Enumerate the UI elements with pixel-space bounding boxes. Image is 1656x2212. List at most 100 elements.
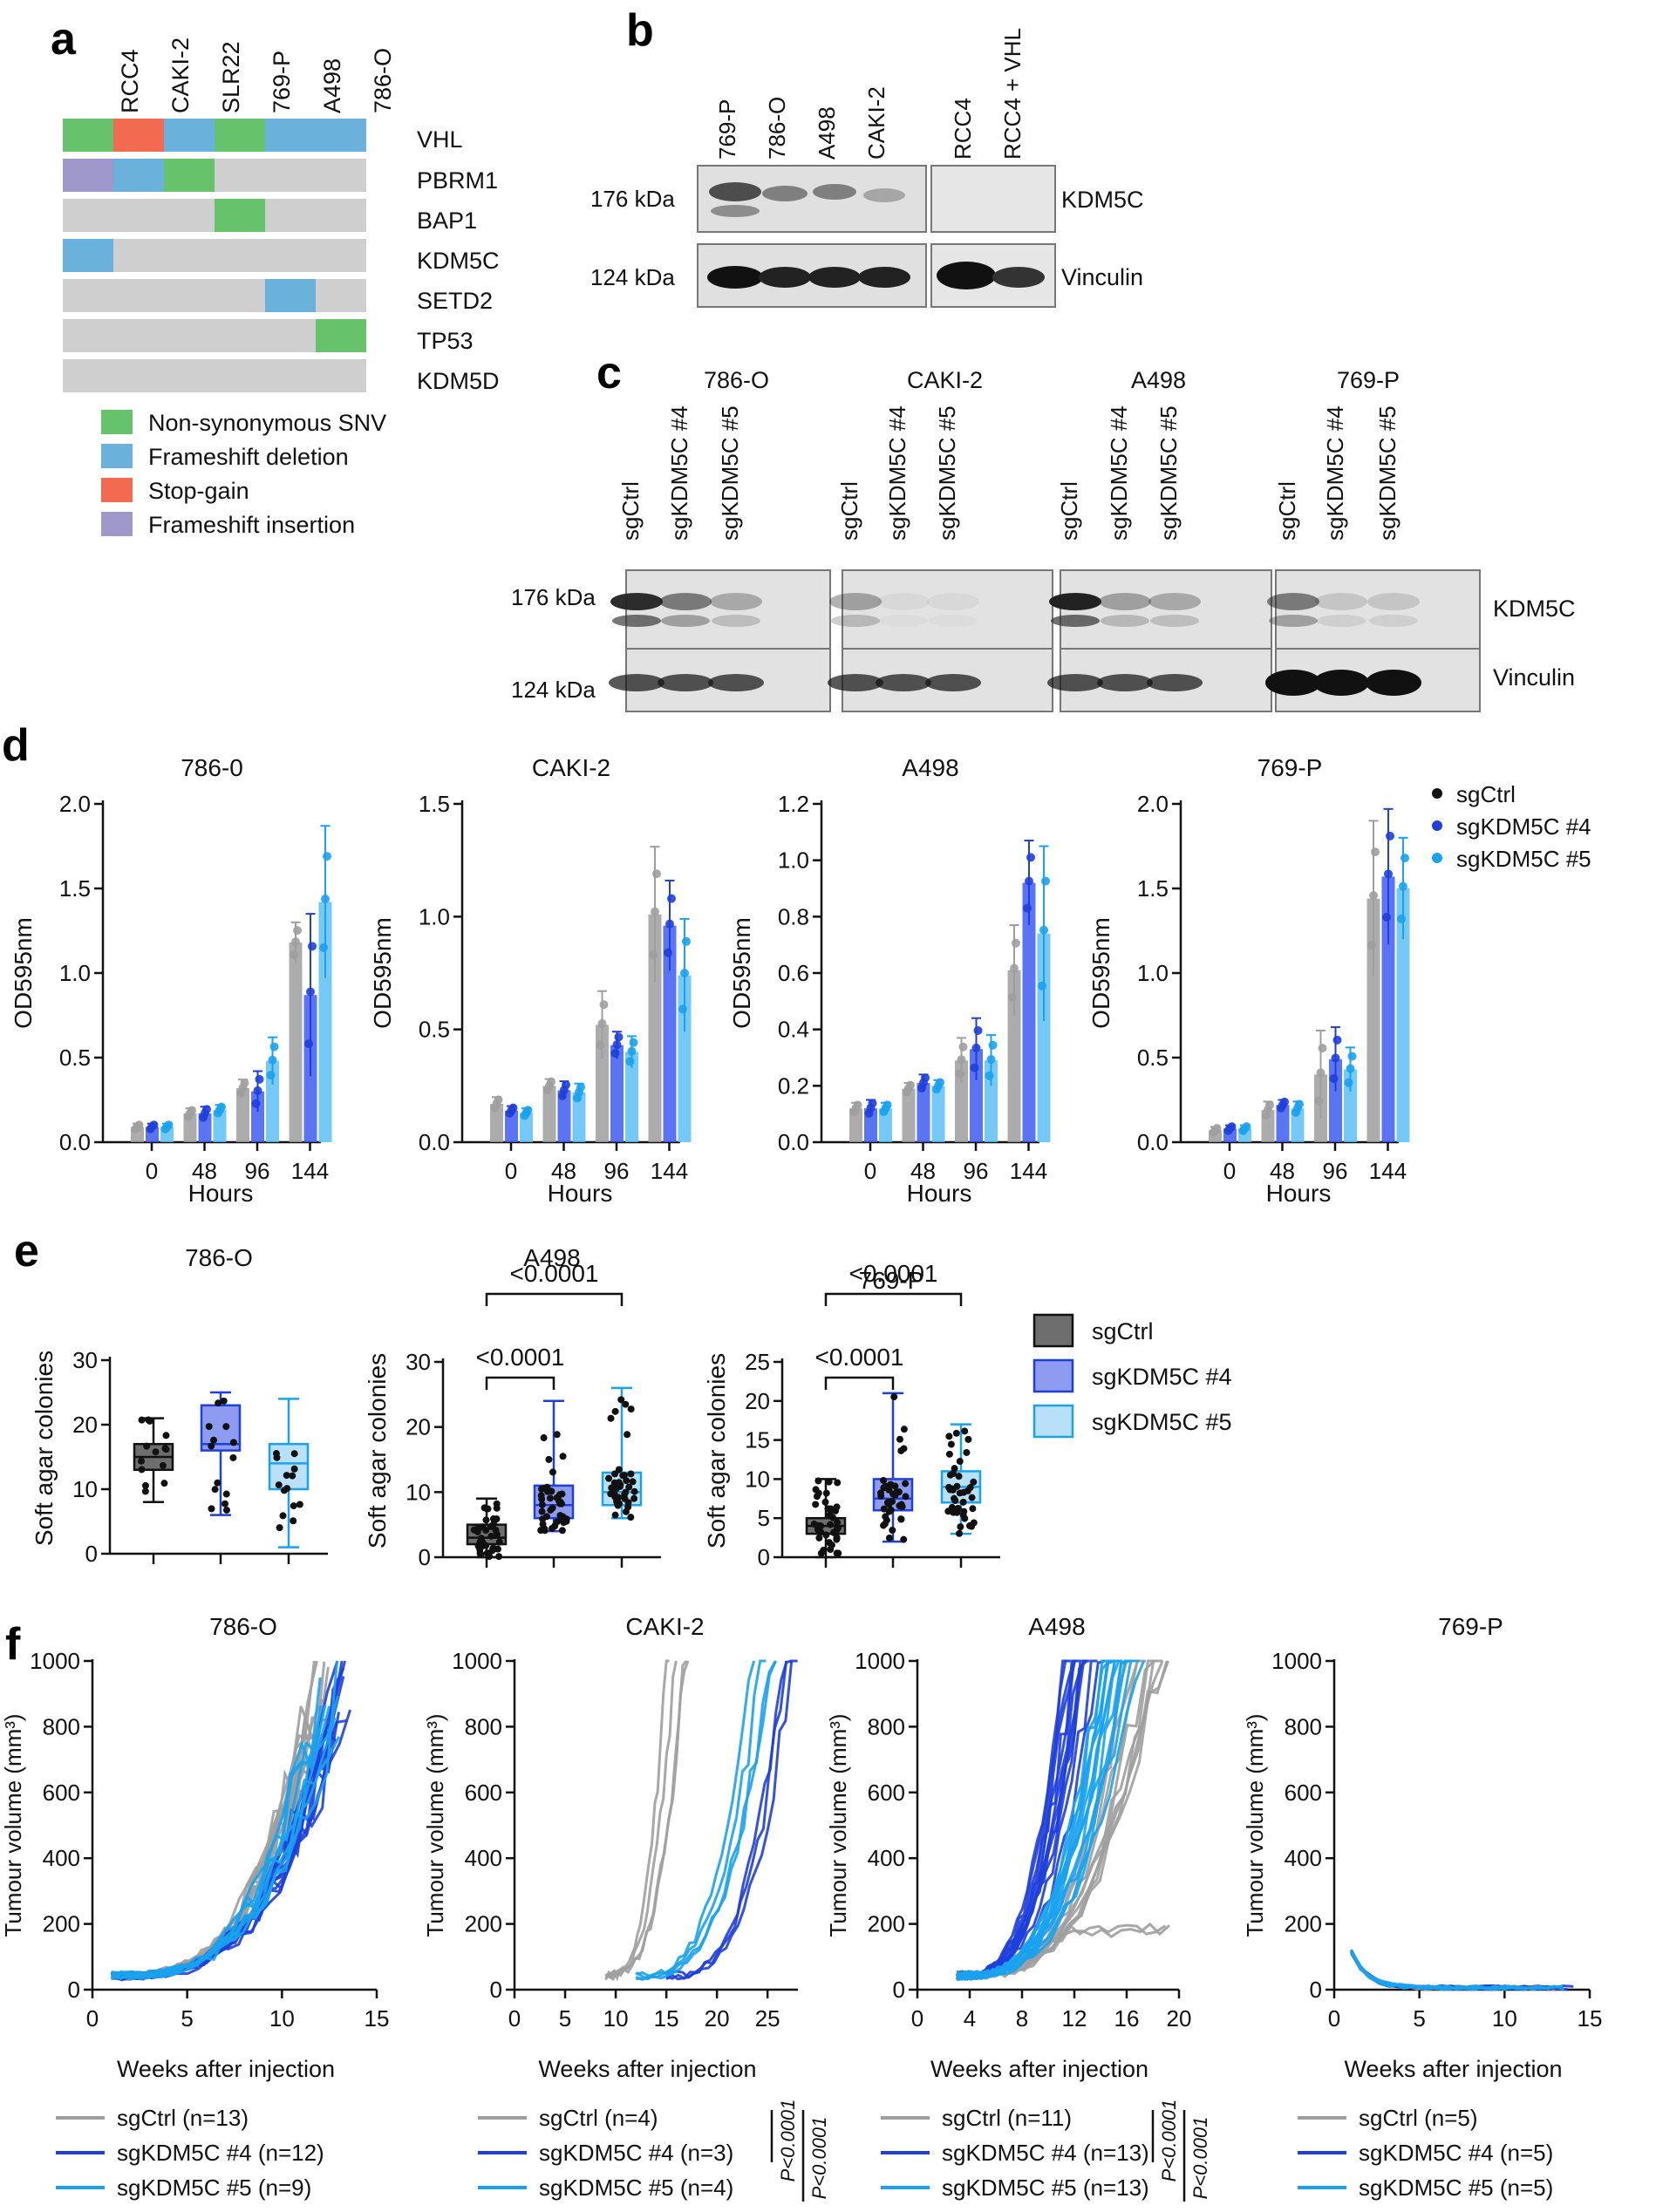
oncoprint-cell bbox=[316, 319, 366, 352]
y-axis-label: Soft agar colonies bbox=[703, 1353, 730, 1548]
data-point bbox=[323, 852, 331, 861]
x-tick-label: 0 bbox=[1223, 1158, 1236, 1184]
x-tick-label: 48 bbox=[1270, 1158, 1295, 1184]
data-point bbox=[1012, 938, 1020, 948]
x-tick-label: 15 bbox=[654, 2005, 679, 2032]
legend-swatch-nonsyn bbox=[101, 410, 133, 434]
oncoprint-cell bbox=[63, 279, 113, 312]
data-point bbox=[969, 1505, 977, 1513]
data-point bbox=[255, 1074, 264, 1084]
data-point bbox=[827, 1545, 835, 1553]
data-point bbox=[222, 1423, 230, 1431]
band bbox=[929, 615, 978, 627]
y-tick-label: 10 bbox=[72, 1476, 98, 1502]
band bbox=[808, 267, 861, 288]
data-point bbox=[833, 1534, 841, 1542]
data-point bbox=[853, 1100, 862, 1110]
legend-label: sgCtrl (n=13) bbox=[117, 2105, 249, 2131]
data-point bbox=[824, 1505, 832, 1513]
x-tick-label: 48 bbox=[192, 1158, 217, 1184]
oncoprint-cell bbox=[215, 159, 265, 192]
data-point bbox=[1280, 1097, 1289, 1106]
data-point bbox=[141, 1487, 149, 1495]
x-axis-label: Weeks after injection bbox=[1344, 2056, 1562, 2082]
data-point bbox=[1386, 831, 1394, 841]
data-point bbox=[611, 1407, 619, 1415]
band bbox=[831, 615, 880, 627]
data-point bbox=[276, 1524, 283, 1532]
bar bbox=[1276, 1105, 1290, 1142]
x-tick-label: 144 bbox=[1010, 1158, 1047, 1184]
band bbox=[612, 615, 661, 627]
data-point bbox=[494, 1095, 503, 1105]
bar bbox=[213, 1110, 227, 1142]
y-tick-label: 400 bbox=[1285, 1845, 1322, 1871]
data-point bbox=[558, 1527, 566, 1535]
y-axis-label: Tumour volume (mm³) bbox=[0, 1713, 26, 1936]
data-point bbox=[622, 1400, 630, 1408]
lane-label: sgKDM5C #5 bbox=[1374, 405, 1400, 541]
data-point bbox=[624, 1431, 631, 1439]
data-point bbox=[304, 1039, 313, 1049]
data-point bbox=[539, 1515, 547, 1523]
data-point bbox=[229, 1439, 237, 1446]
tumour-growth-line bbox=[636, 1660, 756, 1981]
data-point bbox=[1400, 854, 1409, 863]
oncoprint-cell bbox=[164, 319, 215, 352]
tumour-growth-line bbox=[635, 1660, 777, 1980]
band bbox=[1367, 593, 1420, 610]
band bbox=[1366, 670, 1421, 696]
data-point bbox=[159, 1461, 167, 1469]
data-point bbox=[971, 1043, 981, 1052]
y-tick-label: 0 bbox=[758, 1544, 770, 1570]
data-point bbox=[947, 1440, 955, 1448]
data-point bbox=[208, 1442, 215, 1450]
oncoprint-cell bbox=[316, 359, 366, 392]
panel-label-d: d bbox=[2, 720, 30, 771]
data-point bbox=[821, 1498, 829, 1506]
bar bbox=[1366, 898, 1380, 1142]
bar bbox=[648, 914, 662, 1142]
data-point bbox=[885, 1534, 893, 1542]
p-value-label: P<0.0001 bbox=[1158, 2100, 1180, 2182]
data-point bbox=[1399, 881, 1407, 891]
box-plot-0: 786-O 0 10 20 30 Soft agar colonies bbox=[31, 1244, 328, 1567]
x-tick-label: 0 bbox=[508, 2005, 521, 2032]
mutation-oncoprint: RCC4 CAKI-2 SLR22 769-P A498 786-O VHL P… bbox=[63, 37, 500, 538]
data-point bbox=[610, 1049, 620, 1058]
data-point bbox=[614, 1032, 624, 1042]
data-point bbox=[611, 1470, 619, 1478]
data-point bbox=[211, 1486, 219, 1494]
y-tick-label: 0 bbox=[68, 1977, 80, 2003]
data-point bbox=[538, 1508, 546, 1515]
data-point bbox=[961, 1427, 969, 1435]
band bbox=[661, 615, 710, 627]
y-tick-label: 1.0 bbox=[419, 903, 450, 929]
blot-group-title: 769-P bbox=[1337, 367, 1400, 393]
y-tick-label: 0.0 bbox=[1137, 1129, 1169, 1155]
data-point bbox=[956, 1489, 964, 1497]
data-point bbox=[815, 1534, 823, 1542]
data-point bbox=[945, 1450, 953, 1458]
bar-chart-1: CAKI-2 0.0 0.5 1.0 1.5 OD595nm 0 48 96 144 Hours bbox=[369, 754, 692, 1207]
data-point bbox=[214, 1479, 221, 1487]
oncoprint-cell bbox=[113, 279, 164, 312]
bar bbox=[596, 1024, 609, 1142]
x-tick-label: 4 bbox=[964, 2005, 976, 2032]
lane-label: sgCtrl bbox=[1274, 481, 1300, 541]
chart-title: A498 bbox=[1028, 1613, 1085, 1640]
tumour-growth-line bbox=[635, 1659, 767, 1981]
y-tick-label: 0 bbox=[490, 1977, 502, 2003]
y-tick-label: 800 bbox=[1285, 1713, 1322, 1739]
data-point bbox=[1008, 992, 1017, 1002]
y-tick-label: 600 bbox=[465, 1780, 502, 1806]
y-tick-label: 200 bbox=[465, 1911, 502, 1937]
western-blot-b: 769-P 786-O A498 CAKI-2 RCC4 RCC4 + VHL … bbox=[590, 28, 1144, 308]
data-point bbox=[523, 1106, 533, 1115]
p-value-label: <0.0001 bbox=[476, 1344, 565, 1371]
data-point bbox=[549, 1504, 556, 1512]
band bbox=[610, 593, 663, 610]
protein-label: Vinculin bbox=[1061, 264, 1143, 290]
data-point bbox=[678, 1004, 687, 1014]
y-tick-label: 1000 bbox=[452, 1648, 502, 1674]
